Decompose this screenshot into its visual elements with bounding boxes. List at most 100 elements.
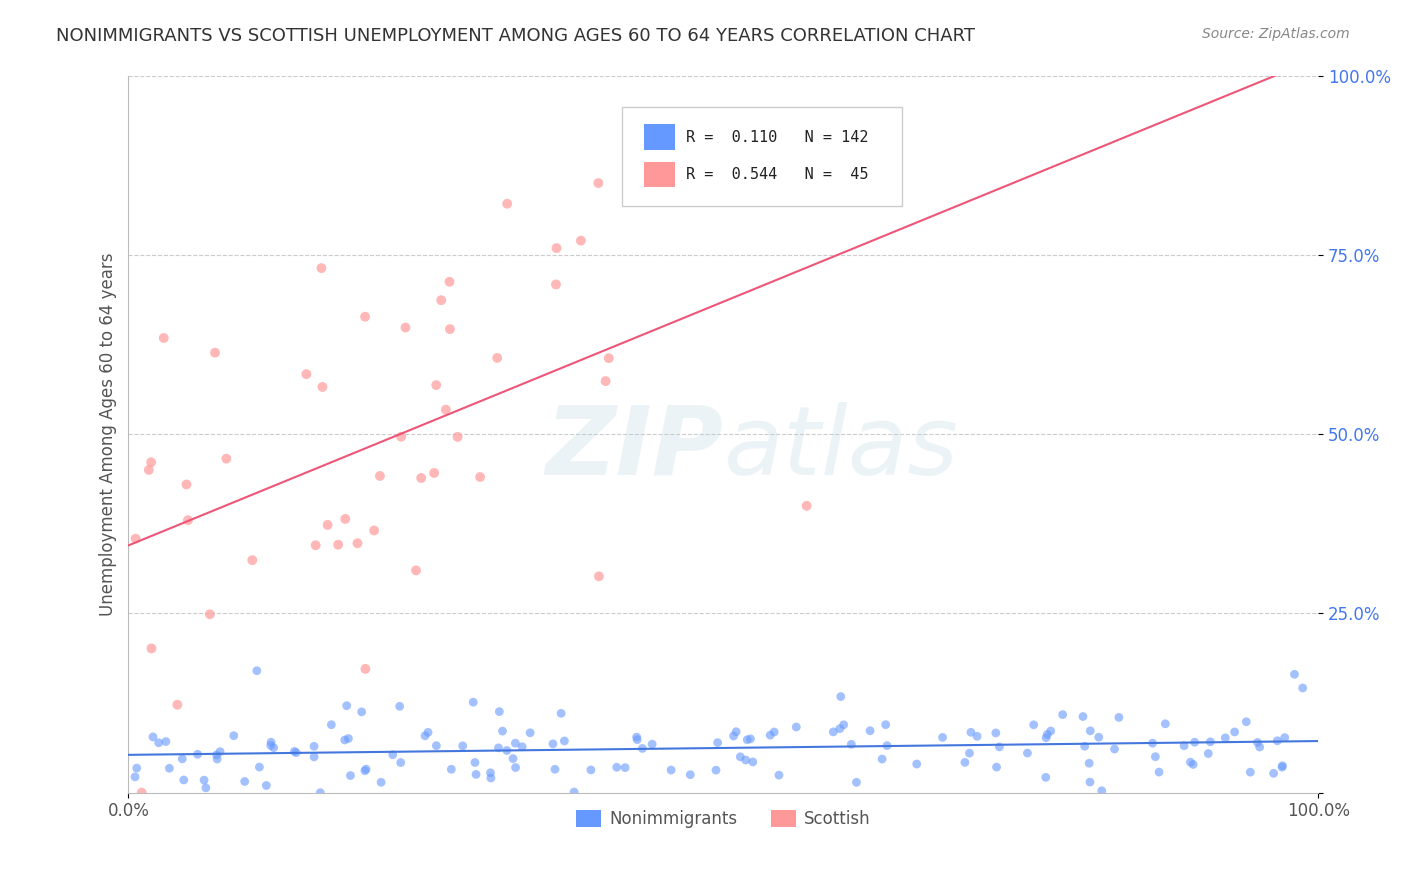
Point	[479, 771, 502, 785]
Point	[959, 746, 981, 760]
Point	[222, 729, 245, 743]
Point	[626, 732, 648, 747]
Point	[1071, 709, 1094, 723]
Point	[839, 737, 862, 751]
Point	[986, 760, 1008, 774]
Point	[187, 747, 209, 762]
Point	[1078, 756, 1101, 771]
Point	[260, 739, 283, 753]
Point	[1239, 765, 1261, 780]
Point	[832, 718, 855, 732]
Point	[363, 524, 385, 538]
Y-axis label: Unemployment Among Ages 60 to 64 years: Unemployment Among Ages 60 to 64 years	[100, 252, 117, 615]
Point	[1263, 766, 1285, 780]
Point	[246, 664, 269, 678]
Point	[988, 739, 1011, 754]
Point	[1078, 723, 1101, 738]
Point	[389, 430, 412, 444]
Point	[193, 773, 215, 788]
Point	[785, 720, 807, 734]
Point	[354, 662, 377, 676]
Point	[1142, 736, 1164, 750]
Point	[734, 753, 756, 767]
Point	[1039, 724, 1062, 739]
Point	[1035, 770, 1057, 784]
FancyBboxPatch shape	[623, 107, 901, 206]
Point	[598, 351, 620, 366]
Point	[139, 455, 162, 469]
Point	[434, 402, 457, 417]
Point	[177, 513, 200, 527]
Point	[155, 734, 177, 748]
Point	[339, 768, 361, 782]
Point	[240, 553, 263, 567]
Point	[1284, 667, 1306, 681]
Point	[505, 736, 527, 750]
Point	[828, 722, 851, 736]
Point	[1246, 735, 1268, 749]
Point	[876, 739, 898, 753]
Point	[823, 725, 845, 739]
Point	[425, 739, 447, 753]
Point	[388, 699, 411, 714]
Point	[704, 763, 727, 777]
Point	[335, 512, 357, 526]
Point	[446, 430, 468, 444]
Point	[1234, 714, 1257, 729]
Point	[1087, 730, 1109, 744]
Point	[285, 746, 308, 760]
Point	[510, 739, 533, 754]
Point	[1292, 681, 1315, 695]
Point	[588, 569, 610, 583]
Point	[463, 695, 485, 709]
Point	[830, 690, 852, 704]
Point	[486, 351, 509, 365]
Text: ZIP: ZIP	[546, 402, 723, 495]
Point	[302, 739, 325, 754]
Point	[1078, 775, 1101, 789]
Text: NONIMMIGRANTS VS SCOTTISH UNEMPLOYMENT AMONG AGES 60 TO 64 YEARS CORRELATION CHA: NONIMMIGRANTS VS SCOTTISH UNEMPLOYMENT A…	[56, 27, 976, 45]
Point	[845, 775, 868, 789]
Point	[305, 538, 328, 552]
Point	[263, 740, 285, 755]
Point	[311, 261, 333, 276]
Point	[394, 320, 416, 334]
Text: Source: ZipAtlas.com: Source: ZipAtlas.com	[1202, 27, 1350, 41]
Point	[152, 331, 174, 345]
Point	[626, 730, 648, 744]
Point	[1182, 757, 1205, 772]
Point	[316, 517, 339, 532]
Point	[569, 234, 592, 248]
Point	[440, 762, 463, 776]
Point	[249, 760, 271, 774]
Point	[423, 466, 446, 480]
Point	[1036, 727, 1059, 741]
FancyBboxPatch shape	[644, 124, 675, 150]
Point	[519, 726, 541, 740]
Point	[411, 471, 433, 485]
Point	[368, 469, 391, 483]
Point	[1197, 747, 1219, 761]
Point	[614, 761, 637, 775]
Point	[546, 241, 568, 255]
FancyBboxPatch shape	[644, 161, 675, 187]
Legend: Nonimmigrants, Scottish: Nonimmigrants, Scottish	[569, 803, 877, 835]
Point	[875, 717, 897, 731]
Point	[389, 756, 412, 770]
Point	[430, 293, 453, 308]
Point	[173, 772, 195, 787]
Point	[468, 470, 491, 484]
Point	[1022, 718, 1045, 732]
Point	[966, 729, 988, 743]
Point	[302, 750, 325, 764]
Point	[579, 763, 602, 777]
Point	[1108, 710, 1130, 724]
Point	[495, 743, 517, 757]
Point	[541, 737, 564, 751]
Point	[1035, 731, 1057, 745]
Point	[606, 760, 628, 774]
Point	[131, 786, 153, 800]
Point	[148, 736, 170, 750]
Point	[321, 717, 343, 731]
Point	[1052, 707, 1074, 722]
